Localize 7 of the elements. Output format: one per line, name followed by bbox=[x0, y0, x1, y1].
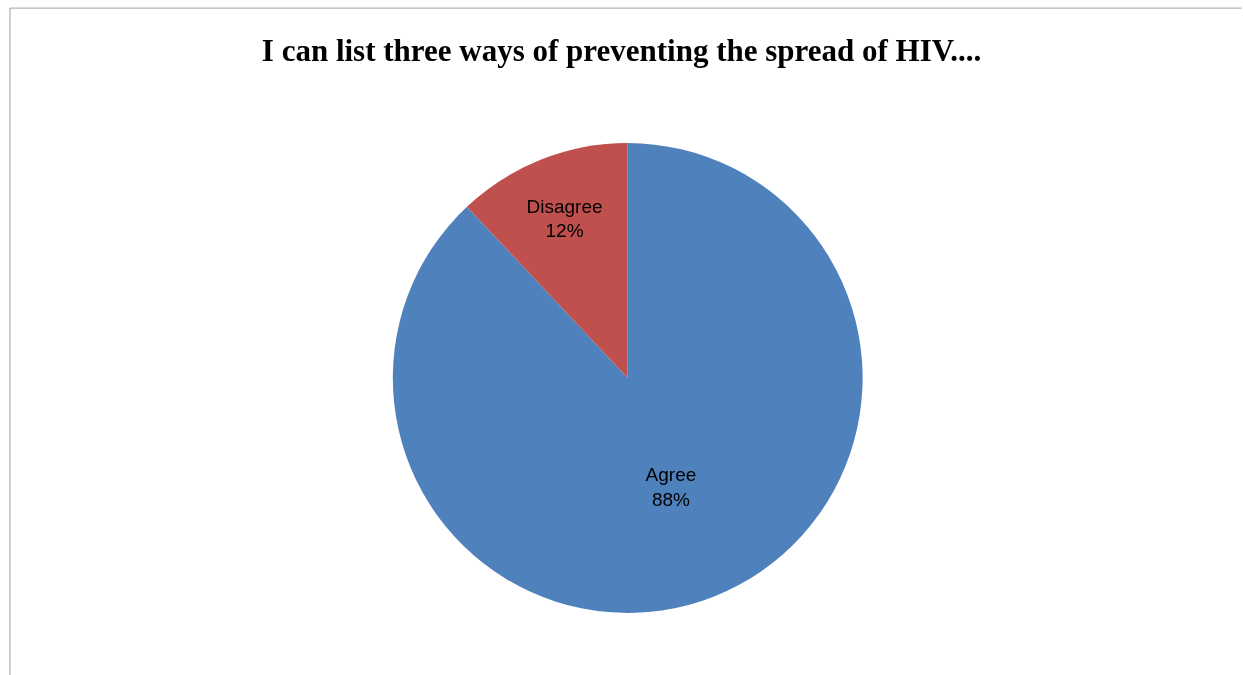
slice-label: Agree bbox=[645, 464, 697, 486]
chart-title: I can list three ways of preventing the spread of HIV.... bbox=[261, 33, 982, 69]
pie-slice bbox=[466, 143, 628, 378]
pie-slice bbox=[393, 143, 863, 613]
data-label: 88% bbox=[651, 489, 691, 511]
slice-label: Disagree bbox=[526, 195, 603, 217]
data-label: 12% bbox=[545, 220, 584, 242]
